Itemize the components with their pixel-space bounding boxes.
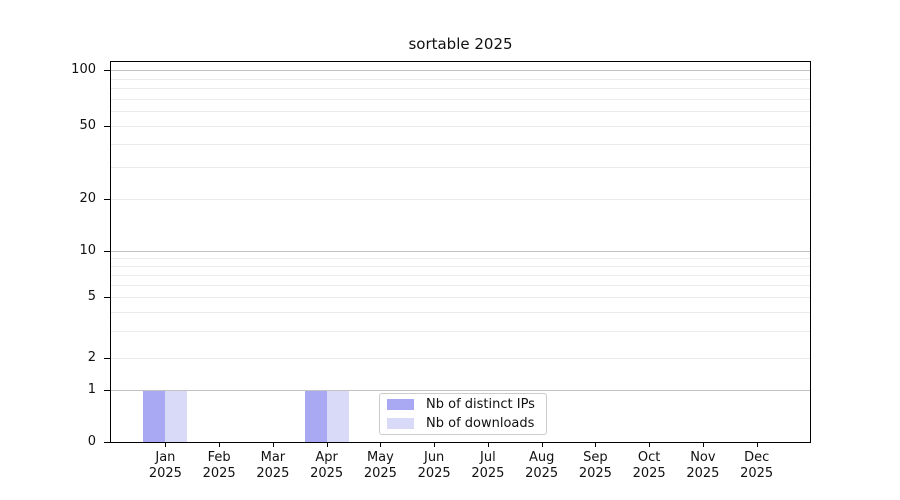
legend-label-distinct-ips: Nb of distinct IPs [426,396,535,412]
minor-gridline [111,297,810,299]
x-tick-mark [756,443,758,447]
x-tick-mark [541,443,543,447]
y-tick-mark [104,125,110,127]
y-tick-mark [104,70,110,71]
minor-gridline [111,78,810,80]
x-tick-month: Feb [207,450,231,465]
x-tick-label-dec: Dec 2025 [727,450,787,482]
x-tick-year: 2025 [578,466,612,481]
x-tick-label-jan: Jan 2025 [135,450,195,482]
legend: Nb of distinct IPs Nb of downloads [379,393,547,435]
minor-gridline [111,125,810,127]
y-tick-mark [104,297,110,299]
x-tick-year: 2025 [740,466,774,481]
y-tick-mark [104,250,110,252]
x-tick-mark [649,443,651,447]
x-tick-mark [219,443,221,447]
y-tick-label: 2 [87,349,96,365]
bar-jan-distinct-ips [143,391,166,442]
x-tick-month: Jul [480,450,496,465]
y-tick-mark [104,390,110,391]
x-tick-year: 2025 [148,466,182,481]
minor-gridline [111,312,810,313]
x-tick-month: May [366,450,394,465]
x-tick-mark [702,443,704,447]
legend-swatch-downloads [387,418,414,429]
y-tick-mark [104,442,110,444]
x-tick-label-oct: Oct 2025 [619,450,679,482]
y-tick-label: 1 [87,382,96,397]
x-tick-mark [272,443,274,447]
minor-gridline [111,166,810,168]
x-tick-year: 2025 [471,466,505,481]
legend-swatch-distinct-ips [387,399,414,410]
minor-gridline [111,143,810,145]
minor-gridline [111,265,810,267]
y-tick-label: 50 [79,117,96,133]
minor-gridline [111,111,810,112]
x-tick-mark [380,443,382,447]
x-tick-year: 2025 [310,466,344,481]
minor-gridline [111,199,810,200]
y-tick-label: 20 [79,191,96,206]
y-tick-label: 10 [79,242,96,258]
x-tick-year: 2025 [686,466,720,481]
bar-jan-downloads [165,391,188,442]
legend-entry-distinct-ips: Nb of distinct IPs [387,396,539,412]
x-tick-label-feb: Feb 2025 [189,450,249,482]
chart-title: sortable 2025 [408,35,513,53]
x-tick-year: 2025 [525,466,559,481]
x-tick-month: Aug [528,450,555,465]
x-tick-year: 2025 [417,466,451,481]
minor-gridline [111,274,810,276]
x-tick-mark [487,443,489,447]
x-tick-month: Dec [744,450,770,465]
x-tick-month: Oct [637,450,661,465]
x-tick-month: Nov [690,450,716,465]
bar-apr-downloads [326,391,349,442]
bar-apr-distinct-ips [304,391,327,442]
plot-area: Nb of distinct IPs Nb of downloads [110,61,811,443]
minor-gridline [111,331,810,332]
x-tick-year: 2025 [256,466,290,481]
x-tick-month: Jan [155,450,176,465]
x-tick-label-aug: Aug 2025 [512,450,572,482]
x-tick-year: 2025 [202,466,236,481]
x-tick-month: Jun [423,450,445,465]
x-tick-mark [434,443,436,447]
minor-gridline [111,285,810,286]
x-tick-label-jun: Jun 2025 [404,450,464,482]
minor-gridline [111,257,810,259]
y-tick-mark [104,199,110,200]
x-tick-mark [595,443,597,447]
minor-gridline [111,98,810,100]
x-tick-month: Sep [583,450,608,465]
x-tick-label-jul: Jul 2025 [458,450,518,482]
x-tick-year: 2025 [363,466,397,481]
major-gridline [111,70,810,71]
x-tick-label-apr: Apr 2025 [297,450,357,482]
x-tick-label-may: May 2025 [350,450,410,482]
x-tick-label-mar: Mar 2025 [243,450,303,482]
minor-gridline [111,87,810,89]
x-tick-label-sep: Sep 2025 [565,450,625,482]
major-gridline [111,250,810,252]
legend-label-downloads: Nb of downloads [426,415,535,431]
minor-gridline [111,357,810,359]
y-tick-label: 5 [87,289,96,305]
y-tick-label: 100 [71,62,96,77]
x-tick-year: 2025 [632,466,666,481]
x-tick-mark [165,443,167,447]
y-tick-mark [104,357,110,359]
x-tick-month: Mar [260,450,286,465]
y-tick-label: 0 [87,434,96,450]
x-tick-month: Apr [315,450,338,465]
x-tick-label-nov: Nov 2025 [673,450,733,482]
x-tick-mark [326,443,328,447]
major-gridline [111,390,810,391]
legend-entry-downloads: Nb of downloads [387,415,539,431]
